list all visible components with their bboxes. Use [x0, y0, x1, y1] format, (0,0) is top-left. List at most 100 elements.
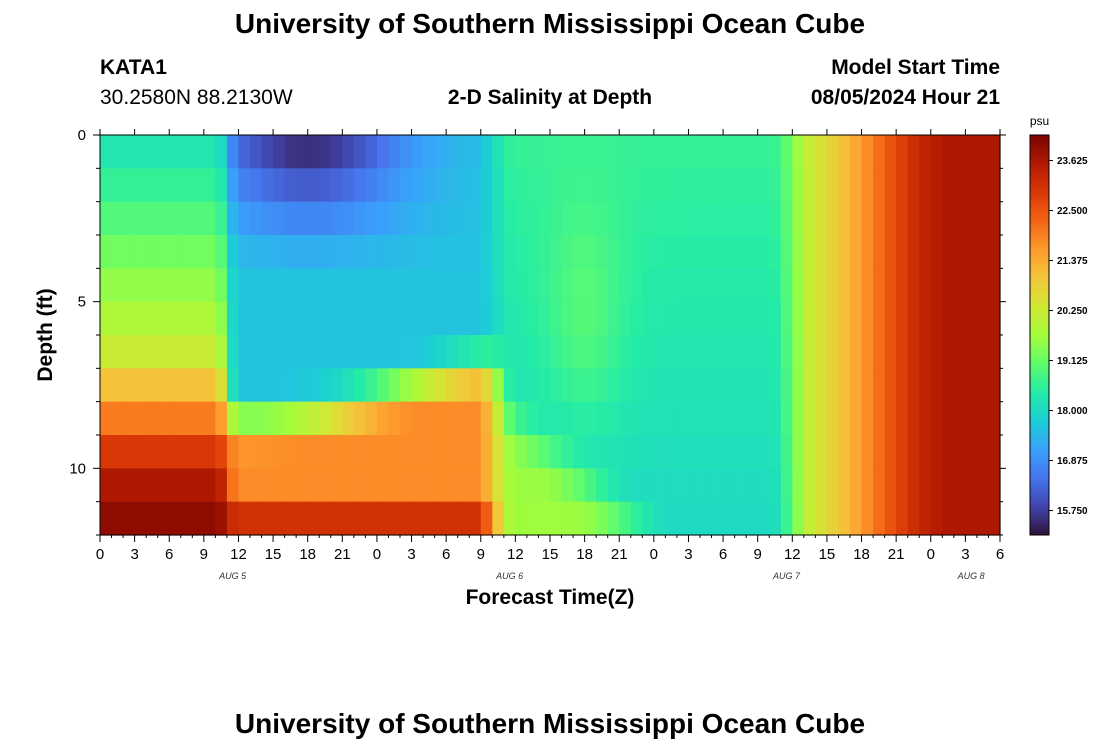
- heatmap-cell: [503, 201, 516, 236]
- heatmap-cell: [411, 368, 424, 403]
- heatmap-cell: [815, 135, 828, 169]
- heatmap-cell: [180, 201, 193, 236]
- heatmap-cell: [815, 235, 828, 269]
- heatmap-cell: [319, 368, 332, 403]
- heatmap-cell: [526, 268, 540, 303]
- heatmap-cell: [203, 401, 216, 436]
- heatmap-cell: [953, 368, 966, 403]
- heatmap-cell: [919, 435, 932, 469]
- heatmap-cell: [365, 435, 378, 469]
- heatmap-cell: [815, 501, 828, 536]
- heatmap-cell: [919, 335, 932, 369]
- heatmap-cell: [388, 368, 401, 403]
- heatmap-cell: [123, 301, 136, 336]
- heatmap-cell: [746, 168, 759, 203]
- heatmap-cell: [803, 468, 816, 503]
- heatmap-cell: [123, 268, 136, 303]
- x-tick-label: 12: [784, 546, 801, 563]
- heatmap-cell: [134, 435, 147, 469]
- heatmap-cell: [573, 168, 586, 203]
- heatmap-cell: [619, 301, 632, 336]
- heatmap-cell: [596, 301, 609, 336]
- heatmap-cell: [469, 135, 482, 169]
- heatmap-cell: [746, 335, 759, 369]
- heatmap-cell: [930, 368, 943, 403]
- heatmap-cell: [850, 301, 863, 336]
- heatmap-cell: [769, 335, 782, 369]
- heatmap-cell: [330, 301, 343, 336]
- heatmap-cell: [480, 235, 493, 269]
- heatmap-cell: [423, 468, 436, 503]
- heatmap-cell: [423, 368, 436, 403]
- heatmap-cell: [538, 301, 551, 336]
- heatmap-cell: [561, 168, 574, 203]
- heatmap-cell: [273, 268, 286, 303]
- heatmap-cell: [942, 335, 955, 369]
- heatmap-cell: [157, 268, 170, 303]
- heatmap-cell: [400, 435, 413, 469]
- heatmap-cell: [769, 435, 782, 469]
- heatmap-cell: [411, 435, 424, 469]
- heatmap-cell: [284, 468, 297, 503]
- heatmap-cell: [469, 235, 482, 269]
- heatmap-cell: [988, 468, 1001, 503]
- heatmap-cell: [169, 201, 182, 236]
- heatmap-cell: [780, 268, 793, 303]
- heatmap-cell: [446, 168, 459, 203]
- heatmap-cell: [930, 435, 943, 469]
- x-tick-label: 12: [230, 546, 247, 563]
- heatmap-cell: [434, 468, 447, 503]
- heatmap-cell: [111, 268, 124, 303]
- heatmap-cell: [700, 268, 713, 303]
- x-tick-label: 15: [819, 546, 836, 563]
- heatmap-cell: [630, 301, 643, 336]
- heatmap-cell: [596, 201, 609, 236]
- heatmap-cell: [780, 235, 793, 269]
- heatmap-cell: [988, 501, 1001, 536]
- heatmap-cell: [723, 301, 736, 336]
- heatmap-cell: [815, 168, 828, 203]
- heatmap-cell: [561, 301, 574, 336]
- heatmap-cell: [250, 301, 263, 336]
- heatmap-cell: [134, 235, 147, 269]
- heatmap-cell: [342, 301, 355, 336]
- heatmap-cell: [850, 235, 863, 269]
- heatmap-cell: [319, 268, 332, 303]
- heatmap-cell: [550, 168, 563, 203]
- heatmap-cell: [400, 168, 413, 203]
- heatmap-cell: [203, 335, 216, 369]
- colorbar-tick-label: 21.375: [1057, 256, 1088, 267]
- heatmap-cell: [734, 301, 747, 336]
- heatmap-cell: [284, 368, 297, 403]
- heatmap-cell: [746, 401, 759, 436]
- heatmap-cell: [711, 401, 724, 436]
- heatmap-cell: [780, 168, 793, 203]
- heatmap-cell: [457, 301, 470, 336]
- heatmap-cell: [400, 468, 413, 503]
- heatmap-cell: [665, 501, 678, 536]
- heatmap-cell: [780, 201, 793, 236]
- heatmap-cell: [573, 435, 586, 469]
- heatmap-cell: [850, 335, 863, 369]
- heatmap-cell: [169, 335, 182, 369]
- heatmap-cell: [284, 168, 297, 203]
- heatmap-cell: [942, 168, 955, 203]
- heatmap-cell: [619, 401, 632, 436]
- colorbar: 23.625 22.500 21.375 20.250 19.125 18.000 16.8…: [1029, 114, 1088, 536]
- heatmap-cell: [342, 335, 355, 369]
- chart-labels: 0 3 6 9 12 15 18 21 0 3 6 9 12 15 18 21 0 3 6 9 12 15 18 21 0 3 6 A…: [34, 127, 1004, 609]
- heatmap-cell: [596, 435, 609, 469]
- x-tick-label: 6: [442, 546, 450, 563]
- heatmap-cell: [261, 501, 274, 536]
- heatmap-cell: [526, 501, 540, 536]
- heatmap-cell: [388, 235, 401, 269]
- heatmap-cell: [919, 135, 932, 169]
- heatmap-cell: [192, 335, 205, 369]
- heatmap-cell: [642, 168, 655, 203]
- heatmap-cell: [480, 268, 493, 303]
- heatmap-cell: [988, 201, 1001, 236]
- heatmap-cell: [353, 201, 366, 236]
- colorbar-tick-label: 22.500: [1057, 206, 1088, 217]
- heatmap-cell: [896, 401, 909, 436]
- heatmap-cell: [746, 435, 759, 469]
